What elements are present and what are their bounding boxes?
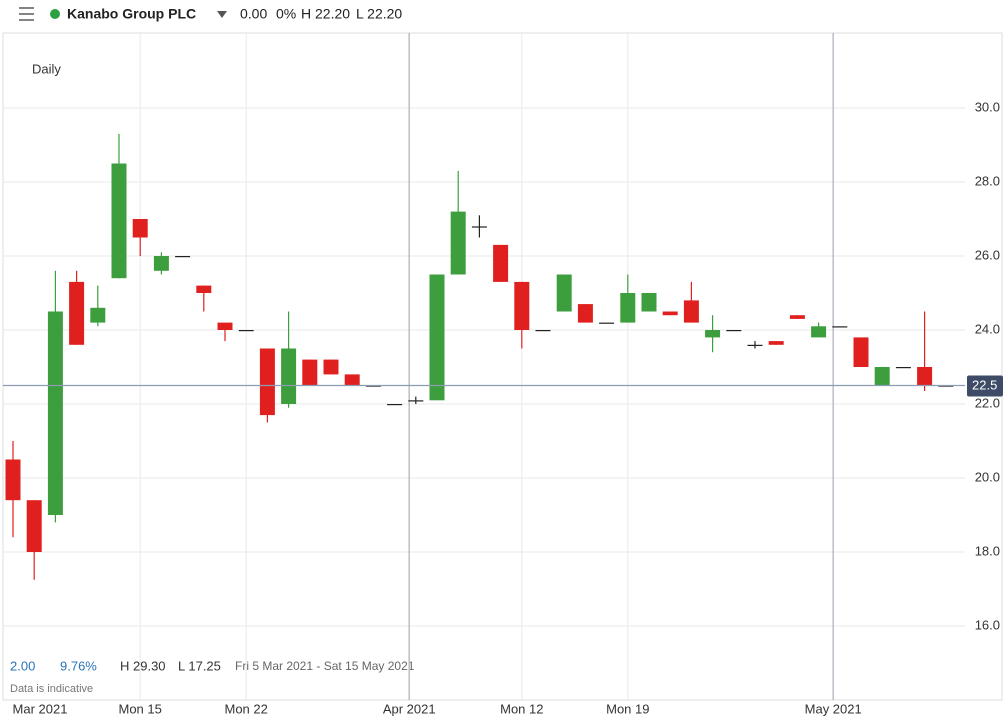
candle-body [111,163,127,279]
period-low: L 17.25 [178,658,221,673]
candle-body [259,348,275,416]
candle-body [493,244,509,282]
candle-body [726,330,742,332]
period-change: 2.00 [10,658,35,673]
x-tick-label: Apr 2021 [383,701,436,716]
candle-body [344,374,360,386]
candle-body [429,274,445,401]
candle-body [662,311,678,316]
candle-body [238,330,254,332]
y-tick-label: 24.0 [975,321,1000,336]
candle-body [917,367,933,386]
candle-body [577,304,593,323]
candle-body [69,281,85,345]
y-tick-label: 26.0 [975,247,1000,262]
candle-body [5,459,21,501]
last-price: 0.00 [240,6,267,22]
menu-icon[interactable] [19,7,34,21]
change: 0% [276,6,296,22]
candle-body [599,322,615,324]
instrument-title[interactable]: Kanabo Group PLC [67,6,196,22]
candle-body [26,500,42,552]
candle-body [789,315,805,319]
candle-body [535,330,551,332]
last-price-tag [967,375,1003,397]
candle-body [175,256,191,258]
candle-body [514,281,530,330]
x-tick-label: Mon 19 [606,701,649,716]
candle-body [832,326,848,328]
candle-body [641,293,657,312]
candle-body [874,367,890,386]
candle-body [895,367,911,369]
candles [5,133,954,580]
period-range: Fri 5 Mar 2021 - Sat 15 May 2021 [235,659,415,673]
status-dot [50,9,60,19]
high: H 22.20 [301,6,350,22]
period-change-pct: 9.76% [60,658,97,673]
candle-body [387,404,403,406]
x-tick-label: Mon 22 [225,701,268,716]
x-tick-label: May 2021 [805,701,862,716]
candle-body [450,211,466,275]
candle-body [132,219,148,238]
candle-body [408,400,424,402]
x-tick-label: Mon 12 [500,701,543,716]
candle-body [768,341,784,345]
y-tick-label: 30.0 [975,99,1000,114]
candle-body [153,256,169,271]
candle-body [90,307,106,323]
candle-body [853,337,869,367]
candle-body [747,344,763,346]
y-tick-label: 18.0 [975,543,1000,558]
candle-body [281,348,297,404]
candle-body [196,285,212,293]
plot-border [2,32,1003,701]
candle-body [705,330,721,338]
candle-body [47,311,63,515]
low: L 22.20 [356,6,402,22]
period-high: H 29.30 [120,658,166,673]
candle-body [323,359,339,375]
candle-body [683,300,699,323]
last-price-label: 22.5 [972,377,997,392]
candle-body [471,226,487,228]
y-tick-label: 22.0 [975,395,1000,410]
y-tick-label: 28.0 [975,173,1000,188]
y-tick-label: 20.0 [975,469,1000,484]
candle-body [556,274,572,312]
dropdown-arrow[interactable] [217,11,227,18]
candle-body [811,326,827,338]
interval-label: Daily [32,61,61,76]
x-tick-label: Mon 15 [119,701,162,716]
candle-body [620,293,636,323]
candle-body [217,322,233,330]
x-tick-label: Mar 2021 [13,701,68,716]
candle-body [302,359,318,386]
y-tick-label: 16.0 [975,617,1000,632]
disclaimer: Data is indicative [10,683,93,695]
